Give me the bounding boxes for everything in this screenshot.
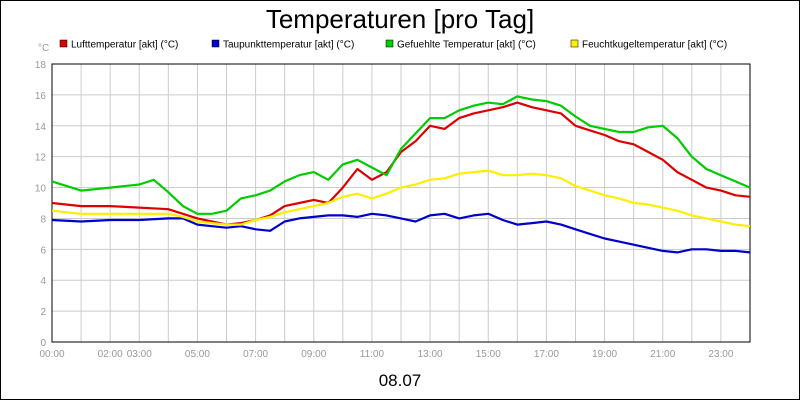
x-tick-label: 07:00 [243, 349, 268, 360]
legend-swatch [59, 39, 68, 48]
grid [51, 63, 751, 343]
x-tick-label: 23:00 [708, 349, 733, 360]
x-tick-label: 02:00 [98, 349, 123, 360]
y-axis-ticks: 0 2 4 6 8 10 12 14 16 18 [35, 60, 47, 349]
y-tick-label: 8 [40, 214, 46, 225]
x-axis-ticks: 00:00 02:00 03:00 05:00 07:00 09:00 11:00 13:00… [39, 349, 733, 360]
x-tick-label: 03:00 [127, 349, 152, 360]
y-tick-label: 16 [35, 91, 47, 102]
y-tick-label: 18 [35, 60, 47, 71]
x-tick-label: 21:00 [650, 349, 675, 360]
chart-title: Temperaturen [pro Tag] [266, 4, 534, 34]
y-tick-label: 2 [40, 307, 46, 318]
legend-swatch [385, 39, 394, 48]
legend-label: Taupunkttemperatur [akt] (°C) [223, 40, 354, 51]
legend-swatch [211, 39, 220, 48]
y-tick-label: 14 [35, 122, 47, 133]
y-tick-label: 4 [40, 276, 46, 287]
y-tick-label: 12 [35, 153, 47, 164]
legend: Lufttemperatur [akt] (°C) Taupunkttempera… [59, 39, 727, 51]
legend-label: Lufttemperatur [akt] (°C) [71, 40, 178, 51]
date-label: 08.07 [379, 371, 422, 390]
x-tick-label: 09:00 [301, 349, 326, 360]
y-tick-label: 10 [35, 184, 47, 195]
x-tick-label: 11:00 [360, 349, 385, 360]
x-tick-label: 15:00 [476, 349, 501, 360]
series-lines [51, 95, 751, 254]
x-tick-label: 19:00 [592, 349, 617, 360]
series-line-2 [51, 212, 751, 254]
y-tick-label: 0 [40, 338, 46, 349]
x-tick-label: 17:00 [534, 349, 559, 360]
x-tick-label: 05:00 [185, 349, 210, 360]
y-tick-label: 6 [40, 245, 46, 256]
x-tick-label: 00:00 [39, 349, 64, 360]
series-line-4 [51, 169, 751, 228]
legend-label: Feuchtkugeltemperatur [akt] (°C) [582, 40, 727, 51]
x-tick-label: 13:00 [418, 349, 443, 360]
y-axis-unit: °C [38, 43, 49, 54]
legend-swatch [570, 39, 579, 48]
series-line-3 [51, 95, 751, 215]
legend-label: Gefuehlte Temperatur [akt] (°C) [397, 40, 536, 51]
